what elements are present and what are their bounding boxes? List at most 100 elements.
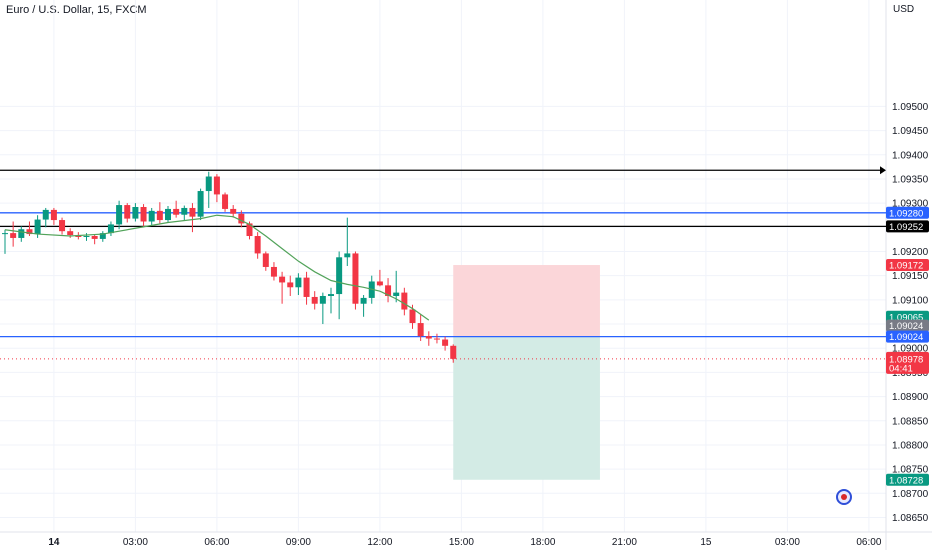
candle-body [311, 296, 318, 304]
time-tick-label: 12:00 [367, 537, 392, 548]
candle-body [352, 253, 359, 304]
price-tick-label: 1.09450 [892, 126, 929, 137]
current-price-tag: 1.08978 [889, 354, 923, 365]
candle-body [344, 253, 351, 258]
price-tick-label: 1.09100 [892, 295, 929, 306]
candle-body [99, 233, 106, 239]
candle-body [91, 236, 98, 239]
target-price-tag-bg [886, 473, 929, 486]
price-tick-label: 1.09300 [892, 199, 929, 210]
price-tick-label: 1.09150 [892, 271, 929, 282]
candle-body [18, 229, 25, 238]
candle-body [393, 292, 400, 296]
candle-body [262, 253, 269, 267]
price-tick-label: 1.08700 [892, 489, 929, 500]
candle-body [42, 209, 49, 220]
symbol-title[interactable]: Euro / U.S. Dollar, 15, FXCM [6, 4, 147, 16]
ma-line [4, 214, 430, 321]
candle-body [10, 233, 17, 238]
candle-body [409, 309, 416, 324]
time-tick-label: 14 [48, 537, 60, 548]
candle-body [360, 297, 367, 304]
candle-body [295, 277, 302, 288]
candle-body [401, 292, 408, 310]
horizontal-lines [0, 166, 886, 360]
candle-body [189, 207, 196, 217]
candle-body [132, 206, 139, 219]
price-tick-label: 1.09000 [892, 344, 929, 355]
candles [2, 171, 457, 363]
candle-body [173, 208, 180, 215]
entry-price-tag-bg [886, 319, 929, 332]
price-axis: 1.08650 1.08700 1.08750 1.08800 1.08850 1.089… [892, 102, 929, 524]
current-price-tag-bg [886, 351, 929, 374]
candle-body [148, 210, 155, 222]
take-profit-zone [453, 336, 600, 480]
candle-body [116, 205, 123, 225]
candle-body [425, 336, 432, 339]
candle-body [59, 220, 66, 232]
candle-body [26, 229, 33, 235]
candle-body [107, 224, 114, 234]
candle-body [230, 208, 237, 214]
candle-body [34, 219, 41, 235]
candle-body [50, 209, 57, 221]
candle-body [328, 294, 334, 296]
time-tick-label: 09:00 [286, 537, 311, 548]
candle-body [197, 191, 204, 217]
time-tick-label: 03:00 [775, 537, 800, 548]
price-tick-label: 1.08650 [892, 513, 929, 524]
candle-body [287, 282, 294, 288]
level-tag-1.09252-bg [886, 220, 929, 233]
candle-body [165, 208, 171, 221]
candle-body [181, 207, 188, 215]
candle-body [336, 257, 343, 295]
price-tick-label: 1.08750 [892, 465, 929, 476]
candle-body [213, 176, 220, 195]
price-tick-label: 1.09500 [892, 102, 929, 113]
time-tick-label: 15:00 [449, 537, 474, 548]
time-tick-label: 15 [700, 537, 712, 548]
candle-body [442, 339, 449, 346]
candle-body [450, 345, 457, 359]
candle-body [279, 276, 286, 283]
time-axis: 14 03:00 06:00 09:00 12:00 15:00 18:00 21:00 15 0… [48, 537, 882, 548]
stop-price-tag: 1.09172 [889, 261, 923, 272]
currency-label[interactable]: USD [893, 4, 915, 15]
time-tick-label: 18:00 [530, 537, 555, 548]
price-tick-label: 1.09200 [892, 247, 929, 258]
level-tag-1.09252: 1.09252 [889, 222, 923, 233]
candle-body [124, 205, 131, 219]
candle-body [205, 176, 212, 192]
time-tick-label: 06:00 [856, 537, 881, 548]
candle-body [385, 285, 392, 296]
candle-body [433, 338, 440, 340]
candle-body [270, 266, 277, 277]
candle-body [254, 236, 261, 254]
candle-body [376, 281, 383, 286]
position-zones [453, 265, 600, 480]
target-price-tag: 1.08728 [889, 475, 923, 486]
extra-price-tag: 1.09065 [889, 312, 923, 323]
time-tick-label: 03:00 [123, 537, 148, 548]
line-arrow [880, 166, 886, 175]
candle-body [83, 236, 90, 238]
candle-body [319, 295, 326, 304]
tradingview-logo-icon[interactable] [836, 489, 852, 505]
price-tick-label: 1.08850 [892, 416, 929, 427]
candle-body [156, 210, 163, 221]
level-tag-1.09024: 1.09024 [889, 332, 923, 343]
candle-body [140, 206, 147, 222]
time-tick-label: 06:00 [204, 537, 229, 548]
countdown-tag: 04:41 [889, 363, 913, 374]
candle-body [303, 277, 310, 297]
candle-body [417, 323, 424, 337]
candle-body [238, 213, 245, 224]
price-tick-label: 1.08800 [892, 440, 929, 451]
candle-body [246, 223, 253, 237]
level-tag-1.09280: 1.09280 [889, 208, 923, 219]
price-tags: 1.09280 1.09252 1.09172 1.09065 1.090241.090… [886, 206, 929, 486]
level-tag-1.09280-bg [886, 206, 929, 219]
